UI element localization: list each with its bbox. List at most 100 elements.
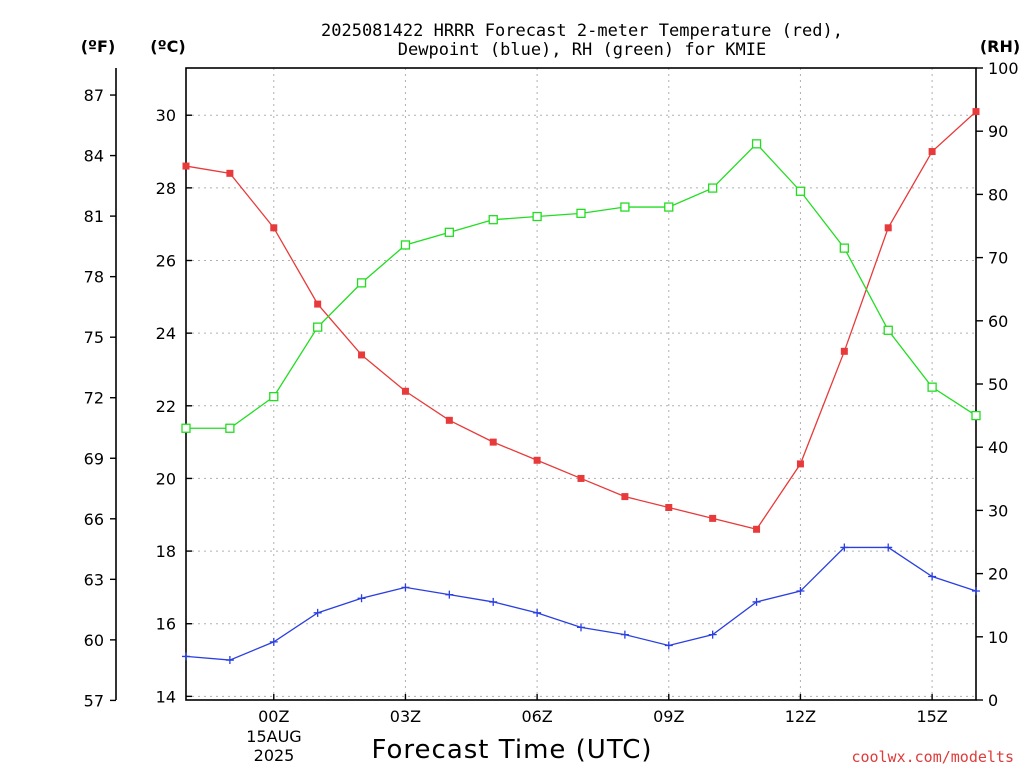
celsius-tick-label: 26 [156, 252, 176, 271]
data-point [532, 211, 542, 222]
rh-tick-label: 20 [988, 565, 1008, 584]
data-point [225, 423, 235, 433]
data-point [752, 597, 761, 606]
data-point [269, 637, 278, 646]
data-point [401, 387, 409, 395]
data-point [182, 162, 190, 170]
celsius-tick-label: 28 [156, 179, 176, 198]
date-label-year: 2025 [254, 746, 295, 765]
data-point [357, 594, 366, 603]
data-point [533, 456, 541, 464]
rh-tick-label: 90 [988, 122, 1008, 141]
axes [110, 67, 983, 702]
data-point [665, 503, 673, 511]
data-point [664, 641, 673, 650]
chart-title: 2025081422 HRRR Forecast 2-meter Tempera… [321, 21, 843, 41]
rh-tick-label: 60 [988, 312, 1008, 331]
rh-tick-label: 10 [988, 628, 1008, 647]
data-point [796, 460, 804, 468]
data-point [928, 148, 936, 156]
fahrenheit-tick-label: 57 [84, 691, 104, 710]
data-point [972, 587, 980, 596]
data-point [356, 278, 367, 288]
data-point [358, 351, 366, 359]
celsius-tick-label: 14 [156, 687, 176, 706]
rh-tick-label: 80 [988, 185, 1008, 204]
x-axis-label: Forecast Time (UTC) [371, 735, 652, 765]
series-rh [181, 139, 981, 433]
x-tick-label: 00Z [258, 707, 289, 726]
data-point [445, 416, 453, 424]
data-point [577, 474, 585, 482]
data-point [488, 215, 498, 225]
data-point [840, 347, 848, 355]
data-point [971, 410, 981, 421]
series-line [186, 142, 977, 429]
data-point [182, 652, 190, 661]
rh-tick-label: 40 [988, 438, 1008, 457]
celsius-tick-label: 24 [156, 324, 176, 343]
data-point [401, 583, 410, 592]
fahrenheit-tick-label: 84 [84, 147, 104, 166]
data-point [489, 438, 497, 446]
rh-tick-label: 30 [988, 501, 1008, 520]
x-tick-label: 06Z [521, 707, 552, 726]
data-series [181, 108, 981, 665]
data-point [927, 382, 937, 392]
data-point [751, 139, 762, 149]
data-point [444, 227, 454, 237]
data-point [796, 587, 805, 596]
data-point [621, 493, 629, 501]
celsius-tick-label: 30 [156, 106, 176, 125]
data-point [840, 543, 849, 552]
credit-link[interactable]: coolwx.com/modelts [851, 748, 1014, 766]
data-point [226, 169, 234, 177]
data-point [884, 543, 893, 552]
fahrenheit-tick-label: 78 [84, 268, 104, 287]
data-point [928, 572, 937, 581]
series-line [185, 111, 977, 531]
grid-lines [186, 68, 976, 700]
data-point [884, 224, 892, 232]
fahrenheit-tick-label: 87 [84, 86, 104, 105]
fahrenheit-tick-label: 75 [84, 328, 104, 347]
chart-subtitle: Dewpoint (blue), RH (green) for KMIE [398, 40, 766, 60]
data-point [445, 590, 454, 599]
data-point [839, 243, 849, 253]
data-point [620, 630, 629, 639]
celsius-tick-label: 22 [156, 397, 176, 416]
data-point [270, 224, 278, 232]
date-label-day: 15AUG [246, 727, 301, 746]
celsius-tick-label: 18 [156, 542, 176, 561]
x-tick-label: 12Z [785, 707, 816, 726]
plot-frame [185, 67, 977, 701]
x-tick-label: 09Z [653, 707, 684, 726]
data-point [269, 391, 279, 402]
data-point [708, 630, 717, 639]
data-point [314, 300, 322, 308]
series-2-meter-temperature [182, 108, 980, 533]
data-point [795, 186, 806, 196]
data-point [313, 322, 323, 332]
data-point [708, 183, 718, 193]
data-point [883, 325, 893, 335]
rh-tick-label: 100 [988, 59, 1019, 78]
fahrenheit-tick-label: 69 [84, 449, 104, 468]
data-point [313, 608, 322, 617]
rh-tick-label: 70 [988, 249, 1008, 268]
fahrenheit-tick-label: 81 [84, 207, 104, 226]
data-point [489, 597, 498, 606]
data-point [400, 240, 411, 250]
x-tick-label: 15Z [916, 707, 947, 726]
fahrenheit-tick-label: 63 [84, 570, 104, 589]
fahrenheit-tick-label: 60 [84, 631, 104, 650]
celsius-unit-label: (ºC) [150, 37, 185, 56]
rh-tick-label: 0 [988, 691, 998, 710]
data-point [533, 608, 542, 617]
x-tick-label: 03Z [390, 707, 421, 726]
rh-unit-label: (RH) [980, 37, 1020, 56]
series-dewpoint [182, 543, 980, 665]
data-point [664, 202, 674, 212]
tick-labels: 00Z 03Z 06Z 09Z 12Z 15Z 14 16 18 20 22 24 26 28 30 57 60… [84, 59, 1019, 726]
